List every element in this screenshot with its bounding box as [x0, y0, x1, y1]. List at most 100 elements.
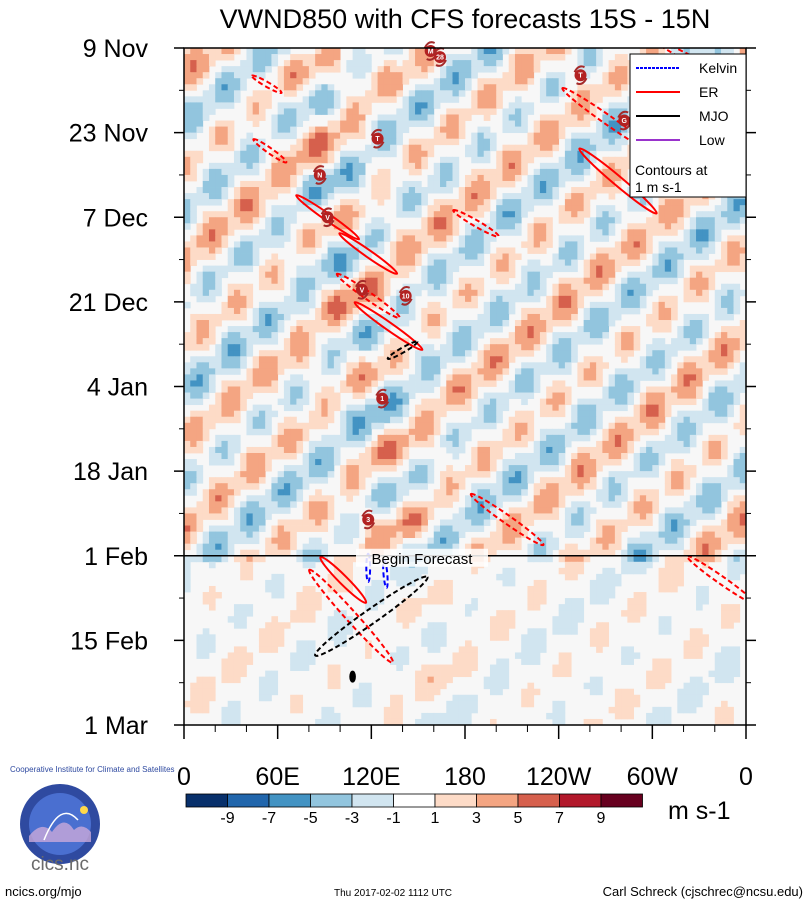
heatmap-cell [564, 301, 572, 309]
heatmap-cell [383, 495, 391, 502]
heatmap-cell [408, 380, 416, 387]
heatmap-cell [202, 501, 210, 508]
heatmap-cell [296, 380, 304, 387]
heatmap-cell [564, 150, 572, 158]
heatmap-cell [265, 326, 272, 333]
heatmap-cell [508, 307, 516, 315]
heatmap-cell [396, 313, 403, 321]
heatmap-cell [502, 205, 510, 212]
heatmap-cell [333, 320, 341, 327]
heatmap-cell [477, 199, 485, 206]
heatmap-cell [652, 392, 659, 399]
heatmap-cell [533, 313, 541, 321]
heatmap-cell [308, 193, 316, 200]
heatmap-cell [465, 320, 472, 327]
heatmap-cell [446, 138, 453, 146]
heatmap-cell [465, 404, 472, 412]
heatmap-cell [352, 307, 360, 315]
heatmap-cell [233, 162, 241, 170]
heatmap-cell [440, 410, 447, 418]
heatmap-cell [508, 229, 516, 236]
heatmap-cell [202, 362, 210, 369]
heatmap-cell [621, 84, 628, 91]
heatmap-cell [408, 229, 416, 236]
heatmap-cell [352, 380, 360, 387]
heatmap-cell [696, 483, 703, 490]
heatmap-cell [221, 120, 229, 127]
heatmap-cell [308, 301, 316, 309]
heatmap-cell [621, 344, 628, 351]
heatmap-cell [302, 162, 310, 170]
heatmap-cell [327, 120, 335, 127]
heatmap-cell [221, 356, 229, 363]
heatmap-cell [677, 477, 684, 484]
heatmap-cell [571, 416, 578, 424]
heatmap-cell [277, 205, 285, 212]
heatmap-cell [577, 410, 585, 418]
heatmap-cell [271, 495, 279, 502]
heatmap-cell [383, 313, 391, 321]
heatmap-cell [290, 180, 297, 188]
heatmap-cell [702, 446, 709, 454]
heatmap-cell [352, 416, 360, 424]
heatmap-cell [215, 404, 222, 412]
heatmap-cell [308, 350, 316, 357]
heatmap-cell [646, 471, 653, 478]
heatmap-cell [508, 156, 516, 164]
heatmap-cell [577, 120, 585, 127]
heatmap-cell [452, 126, 460, 134]
heatmap-cell [433, 416, 441, 424]
heatmap-cell [583, 150, 591, 158]
heatmap-cell [290, 126, 297, 134]
heatmap-cell [296, 362, 304, 369]
heatmap-cell [352, 247, 360, 254]
heatmap-cell [252, 313, 260, 321]
heatmap-cell [496, 398, 503, 406]
heatmap-cell [377, 277, 385, 285]
heatmap-cell [496, 217, 503, 224]
heatmap-cell [240, 501, 247, 508]
heatmap-cell [514, 48, 522, 55]
heatmap-cell [571, 90, 578, 97]
heatmap-cell [327, 66, 335, 73]
heatmap-cell [402, 489, 410, 496]
heatmap-cell [421, 60, 428, 67]
heatmap-cell [608, 489, 616, 496]
heatmap-cell [302, 398, 310, 406]
heatmap-cell [346, 156, 353, 164]
heatmap-cell [290, 434, 297, 442]
heatmap-cell [514, 513, 522, 520]
heatmap-cell [514, 380, 522, 387]
heatmap-cell [333, 48, 341, 55]
heatmap-cell [702, 253, 709, 260]
heatmap-cell [489, 356, 497, 363]
heatmap-cell [396, 477, 403, 484]
heatmap-cell [202, 187, 210, 194]
heatmap-cell [283, 446, 291, 454]
heatmap-cell [458, 368, 466, 375]
heatmap-cell [608, 452, 616, 460]
heatmap-cell [446, 60, 453, 67]
heatmap-cell [514, 66, 522, 73]
heatmap-cell [739, 362, 746, 369]
heatmap-cell [421, 368, 428, 375]
heatmap-cell [564, 440, 572, 448]
heatmap-cell [377, 489, 385, 496]
heatmap-cell [383, 428, 391, 436]
heatmap-cell [514, 489, 522, 496]
heatmap-cell [408, 96, 416, 103]
heatmap-cell [321, 138, 329, 146]
heatmap-cell [496, 483, 503, 490]
heatmap-cell [208, 144, 216, 152]
heatmap-cell [652, 283, 659, 291]
heatmap-cell [283, 356, 291, 363]
heatmap-cell [502, 72, 510, 79]
heatmap-cell [221, 410, 229, 418]
heatmap-cell [452, 392, 460, 399]
heatmap-cell [327, 138, 335, 146]
heatmap-cell [596, 144, 603, 152]
heatmap-cell [184, 223, 191, 230]
heatmap-cell [396, 114, 403, 121]
heatmap-cell [227, 483, 235, 490]
heatmap-cell [558, 459, 566, 466]
